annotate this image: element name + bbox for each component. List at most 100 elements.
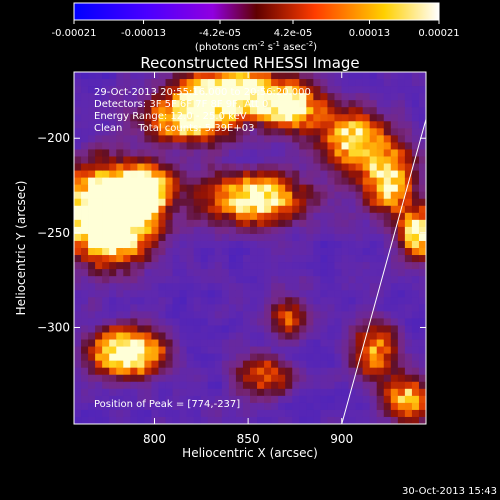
heatmap-cell (186, 297, 195, 305)
heatmap-cell (355, 409, 364, 418)
heatmap-cell (250, 184, 258, 193)
heatmap-cell (397, 226, 406, 235)
heatmap-cell (200, 233, 209, 242)
heatmap-cell (186, 240, 195, 249)
heatmap-cell (257, 198, 265, 207)
heatmap-cell (81, 304, 89, 312)
heatmap-cell (418, 346, 426, 354)
heatmap-cell (271, 325, 279, 333)
heatmap-cell (362, 198, 371, 207)
heatmap-cell (306, 395, 314, 404)
heatmap-cell (158, 219, 166, 228)
heatmap-cell (397, 128, 406, 136)
heatmap-cell (172, 290, 180, 298)
heatmap-cell (193, 198, 202, 207)
heatmap-cell (242, 409, 251, 418)
heatmap-cell (74, 332, 82, 340)
heatmap-cell (186, 233, 195, 242)
heatmap-cell (264, 163, 272, 171)
heatmap-cell (200, 240, 209, 249)
heatmap-cell (390, 72, 399, 80)
heatmap-cell (109, 240, 117, 249)
heatmap-cell (130, 184, 138, 193)
heatmap-cell (334, 93, 342, 101)
heatmap-cell (207, 381, 216, 390)
heatmap-cell (390, 416, 399, 424)
heatmap-cell (74, 107, 82, 115)
heatmap-cell (299, 290, 307, 298)
x-axis: 800 850 900 (143, 72, 353, 446)
heatmap-cell (221, 198, 230, 207)
heatmap-cell (299, 191, 307, 200)
heatmap-cell (299, 86, 307, 94)
heatmap-cell (264, 121, 272, 129)
heatmap-cell (250, 416, 258, 424)
heatmap-cell (144, 177, 152, 186)
heatmap-cell (109, 177, 117, 186)
heatmap-cell (355, 149, 364, 157)
heatmap-cell (130, 283, 138, 291)
heatmap-cell (74, 240, 82, 249)
heatmap-cell (390, 367, 399, 376)
heatmap-cell (369, 114, 378, 122)
heatmap-cell (186, 184, 195, 193)
heatmap-cell (158, 212, 166, 221)
heatmap-cell (165, 233, 173, 242)
heatmap-cell (264, 156, 272, 164)
heatmap-cell (348, 325, 356, 333)
heatmap-cell (81, 374, 89, 383)
heatmap-cell (390, 332, 399, 340)
heatmap-cell (271, 163, 279, 171)
heatmap-cell (313, 191, 321, 200)
heatmap-cell (327, 339, 335, 347)
heatmap-cell (313, 318, 321, 326)
heatmap-cell (179, 283, 188, 291)
heatmap-cell (214, 177, 223, 186)
heatmap-cell (390, 388, 399, 397)
heatmap-cell (172, 374, 180, 383)
heatmap-cell (292, 121, 300, 129)
heatmap-cell (158, 149, 166, 157)
heatmap-cell (383, 332, 392, 340)
heatmap-cell (397, 297, 406, 305)
heatmap-cell (327, 290, 335, 298)
heatmap-cell (299, 240, 307, 249)
heatmap-cell (264, 262, 272, 270)
heatmap-cell (418, 114, 426, 122)
heatmap-cell (158, 297, 166, 305)
heatmap-cell (320, 332, 328, 340)
heatmap-cell (214, 297, 223, 305)
heatmap-cell (313, 402, 321, 411)
heatmap-cell (355, 72, 364, 80)
heatmap-cell (123, 233, 131, 242)
heatmap-cell (144, 353, 152, 362)
heatmap-cell (158, 269, 166, 277)
heatmap-cell (74, 198, 82, 207)
heatmap-cell (109, 269, 117, 277)
heatmap-cell (348, 205, 356, 214)
heatmap-cell (278, 93, 286, 101)
heatmap-cell (172, 402, 180, 411)
heatmap-cell (320, 198, 328, 207)
heatmap-cell (348, 374, 356, 383)
heatmap-cell (137, 269, 145, 277)
heatmap-cell (172, 240, 180, 249)
heatmap-cell (390, 205, 399, 214)
heatmap-cell (376, 276, 385, 284)
heatmap-cell (158, 128, 166, 136)
heatmap-cell (102, 163, 110, 171)
heatmap-cell (278, 72, 286, 80)
heatmap-cell (334, 114, 342, 122)
heatmap-cell (376, 72, 385, 80)
heatmap-cell (88, 318, 96, 326)
heatmap-cell (88, 107, 96, 115)
heatmap-cell (144, 226, 152, 235)
heatmap-cell (130, 318, 138, 326)
heatmap-cell (327, 395, 335, 404)
heatmap-cell (313, 416, 321, 424)
heatmap-cell (158, 191, 166, 200)
heatmap-cell (116, 332, 124, 340)
heatmap-cell (151, 163, 159, 171)
heatmap-cell (383, 163, 392, 171)
